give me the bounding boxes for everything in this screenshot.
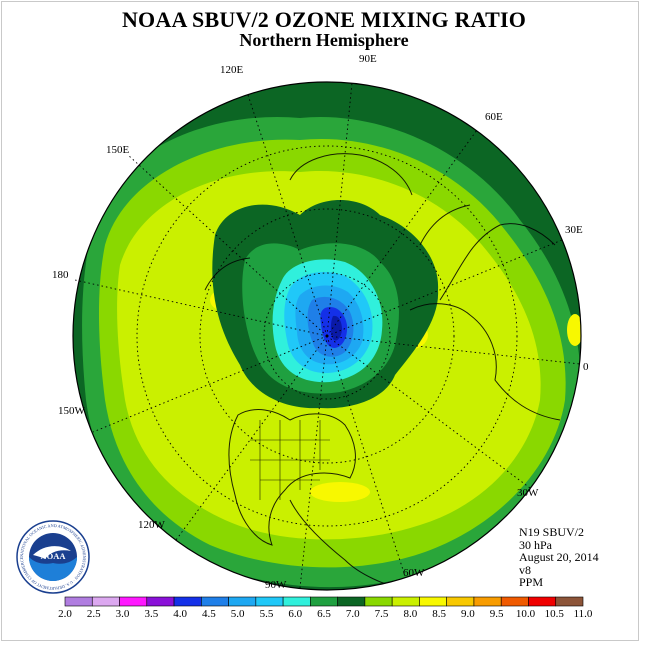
legend-tick-label: 9.5 (490, 608, 504, 620)
legend-swatch (64, 596, 93, 607)
color-legend: 2.0 2.5 3.0 3.5 4.0 4.5 5.0 5.5 6.0 6.5 7.0 7.5 8.0 8… (58, 596, 593, 620)
legend-swatch (391, 596, 420, 607)
logo-text: NOAA (40, 551, 66, 561)
legend-swatches (64, 596, 584, 607)
legend-swatch (310, 596, 338, 607)
lon-label-120w: 120W (138, 519, 166, 531)
noaa-logo: NOAA NATIONAL OCEANIC AND ATMOSPHERIC AD… (16, 520, 90, 594)
latitude-circle-70n (263, 272, 391, 400)
legend-swatch (282, 596, 311, 607)
meridian-120e (247, 94, 328, 337)
legend-swatch (337, 596, 366, 607)
contour-3-5-core (330, 315, 342, 341)
legend-tick-label: 4.5 (202, 608, 216, 620)
coastlines (204, 153, 561, 590)
legend-swatch (364, 596, 393, 607)
satellite-label: N19 SBUV/2 (519, 525, 585, 539)
longitude-labels: 90E 60E 30E 0 30W 60W 90W 120W 150W 180 … (52, 53, 589, 591)
logo-bird (33, 546, 71, 559)
legend-tick-label: 2.5 (87, 608, 101, 620)
logo-wave (29, 557, 77, 581)
legend-swatch (446, 596, 475, 607)
latitude-circle-50n (199, 208, 455, 464)
legend-tick-label: 7.0 (346, 608, 360, 620)
legend-ticks: 2.0 2.5 3.0 3.5 4.0 4.5 5.0 5.5 6.0 6.5 7.0 7.5 8.0 8… (58, 608, 593, 620)
meridian-90w (299, 335, 328, 589)
legend-tick-label: 5.5 (260, 608, 274, 620)
version-label: v8 (519, 562, 531, 577)
legend-swatch (173, 596, 202, 607)
meridian-60e (326, 129, 478, 337)
contour-8-5-d (567, 314, 581, 346)
meridian-0 (326, 335, 581, 365)
legend-swatch (500, 596, 529, 607)
map-boundary (72, 81, 582, 591)
lon-label-30w: 30W (517, 487, 539, 499)
lon-label-150w: 150W (58, 405, 86, 417)
legend-tick-label: 2.0 (58, 608, 72, 620)
legend-tick-label: 3.0 (116, 608, 130, 620)
legend-swatch (119, 596, 148, 607)
meridian-90e (326, 82, 353, 337)
legend-tick-label: 11.0 (574, 608, 593, 620)
legend-tick-label: 3.5 (144, 608, 158, 620)
legend-tick-label: 8.0 (403, 608, 417, 620)
legend-tick-label: 5.0 (231, 608, 245, 620)
meridian-120w (175, 335, 328, 541)
pressure-level-label: 30 hPa (519, 537, 552, 552)
legend-swatch (528, 596, 557, 607)
legend-swatch (255, 596, 284, 607)
lon-label-150e: 150E (106, 144, 130, 156)
meridian-30e (326, 239, 563, 337)
meridian-30w (326, 335, 531, 489)
lon-label-30e: 30E (565, 224, 583, 236)
legend-swatch (473, 596, 502, 607)
legend-swatch (419, 596, 447, 607)
data-info-block: N19 SBUV/2 30 hPa August 20, 2014 v8 PPM (519, 526, 599, 589)
legend-tick-label: 7.5 (375, 608, 389, 620)
lon-label-180: 180 (52, 269, 69, 281)
legend-tick-label: 4.0 (173, 608, 187, 620)
units-label: PPM (519, 575, 544, 589)
legend-tick-label: 8.5 (432, 608, 446, 620)
graticule (74, 82, 581, 589)
date-label: August 20, 2014 (519, 550, 599, 564)
legend-tick-label: 9.0 (461, 608, 475, 620)
legend-swatch (228, 596, 257, 607)
meridian-60w (326, 335, 406, 577)
lon-label-90e: 90E (359, 53, 377, 65)
lon-label-60e: 60E (485, 111, 503, 123)
figure-title: NOAA SBUV/2 OZONE MIXING RATIO (121, 7, 527, 32)
legend-tick-label: 10.5 (545, 608, 565, 620)
lon-label-120e: 120E (220, 64, 244, 76)
lon-label-90w: 90W (265, 579, 287, 591)
lon-label-0: 0 (583, 361, 589, 373)
meridian-150w (92, 335, 328, 433)
contour-8-5-c (310, 482, 370, 502)
figure-subtitle: Northern Hemisphere (239, 30, 409, 50)
lon-label-60w: 60W (403, 567, 425, 579)
latitude-circle-30n (136, 145, 518, 527)
legend-swatch (201, 596, 229, 607)
legend-tick-label: 10.0 (516, 608, 536, 620)
legend-tick-label: 6.5 (317, 608, 331, 620)
legend-swatch (146, 596, 175, 607)
legend-tick-label: 6.0 (288, 608, 302, 620)
legend-swatch (555, 596, 584, 607)
legend-swatch (91, 596, 120, 607)
ozone-field (73, 82, 581, 590)
